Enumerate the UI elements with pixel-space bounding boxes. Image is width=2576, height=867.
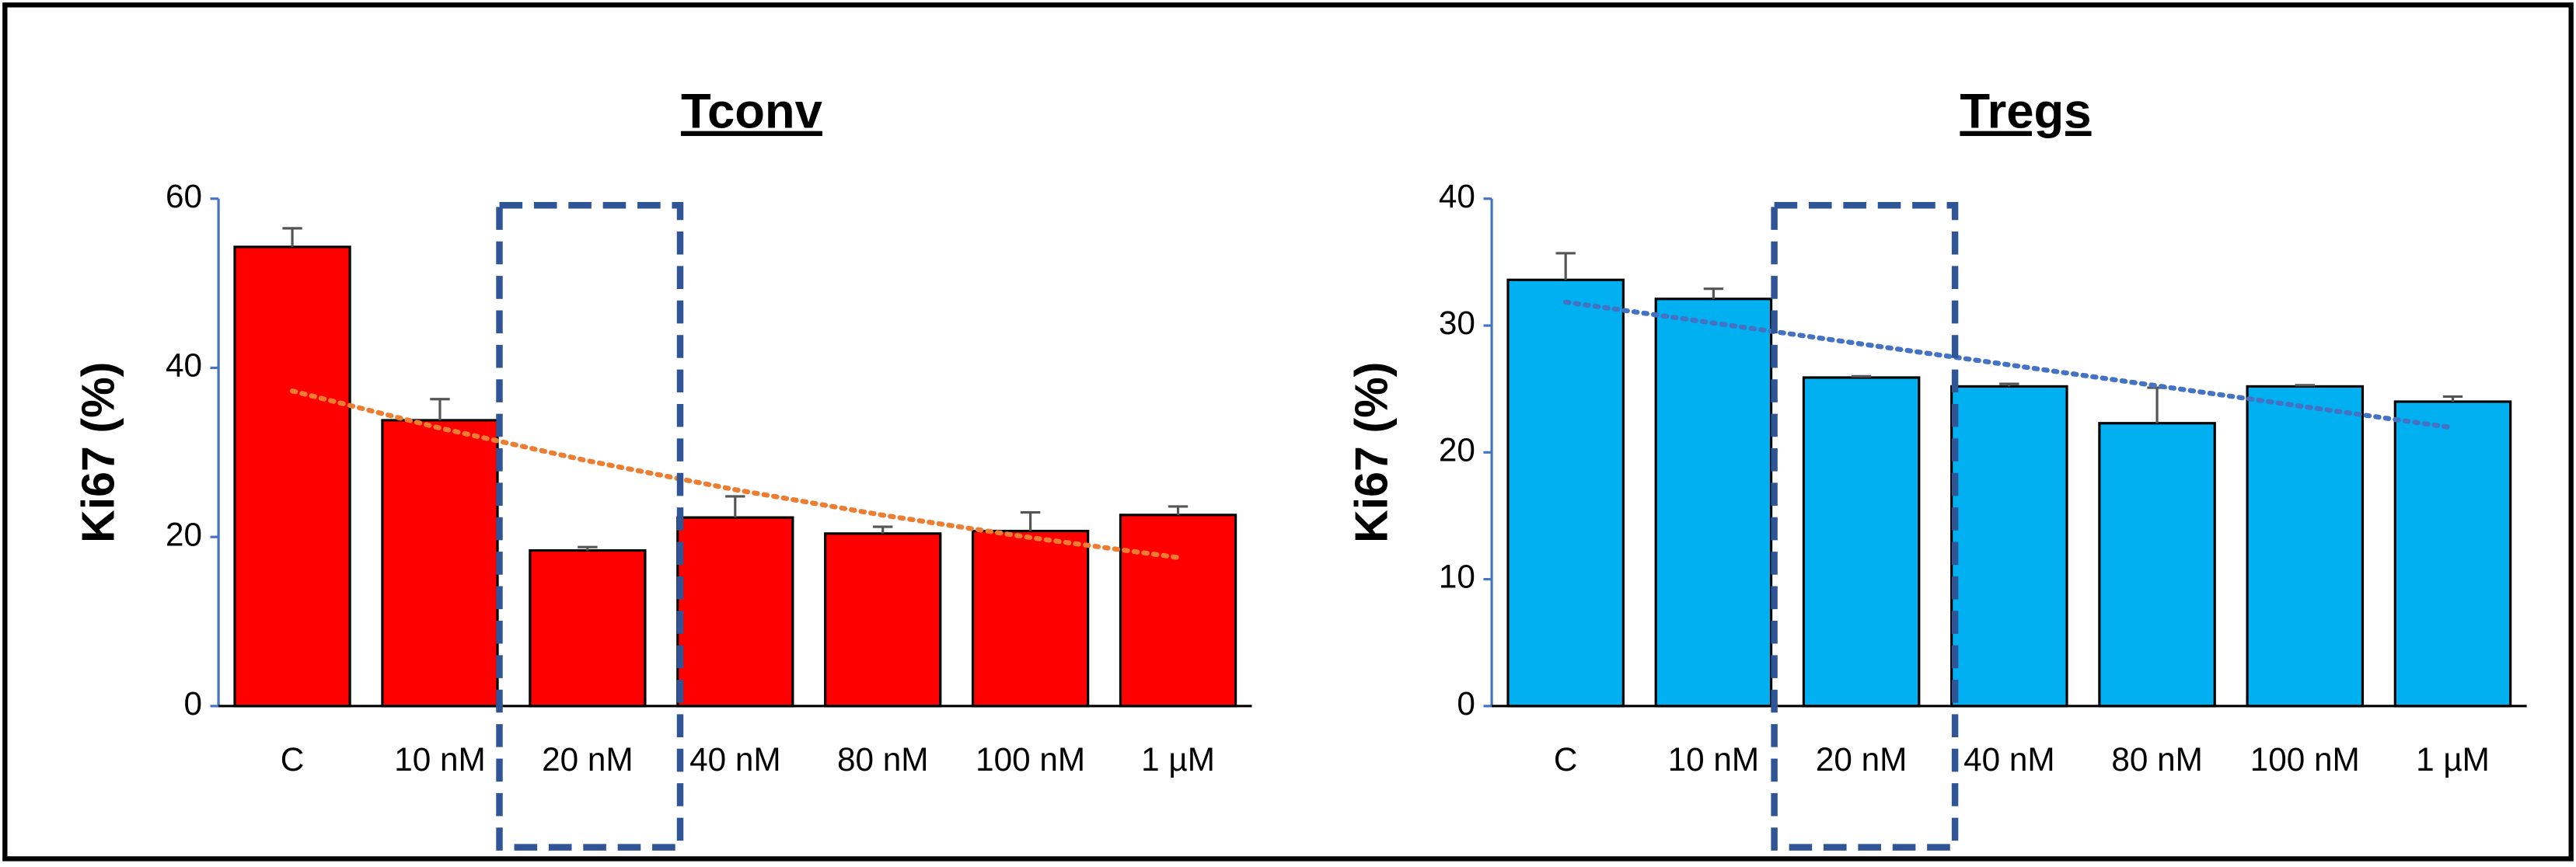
chart-title: Tregs bbox=[1960, 85, 2091, 139]
chart-title: Tconv bbox=[681, 85, 822, 139]
bar bbox=[233, 245, 351, 708]
bar bbox=[2393, 400, 2512, 708]
bar bbox=[381, 419, 499, 708]
x-tick-label: C bbox=[281, 741, 305, 778]
y-tick-label: 40 bbox=[166, 347, 202, 384]
bar bbox=[971, 529, 1090, 708]
error-bar bbox=[2295, 384, 2315, 387]
bar bbox=[529, 548, 647, 708]
x-tick-label: 40 nM bbox=[1963, 741, 2054, 778]
error-bar bbox=[873, 525, 893, 534]
y-tick-label: 60 bbox=[166, 178, 202, 214]
error-bar bbox=[282, 227, 302, 247]
y-tick-label: 20 bbox=[1439, 431, 1475, 468]
bar bbox=[1654, 298, 1773, 708]
error-bar bbox=[2442, 395, 2463, 402]
x-tick-label: 20 nM bbox=[542, 741, 633, 778]
x-tick-label: 100 nM bbox=[976, 741, 1085, 778]
y-tick-label: 20 bbox=[166, 516, 202, 552]
x-tick-label: 20 nM bbox=[1816, 741, 1907, 778]
highlight-box bbox=[496, 201, 684, 851]
bar bbox=[2098, 422, 2216, 708]
trendline bbox=[289, 388, 1181, 560]
trendline bbox=[1563, 299, 2456, 430]
x-tick-label: C bbox=[1554, 741, 1578, 778]
highlight-box bbox=[1771, 201, 1959, 851]
y-tick-label: 30 bbox=[1439, 305, 1475, 341]
x-tick-label: 1 µM bbox=[1141, 741, 1215, 778]
error-bar bbox=[1555, 252, 1576, 280]
bar bbox=[2246, 385, 2365, 708]
y-axis-label: Ki67 (%) bbox=[72, 362, 124, 543]
y-tick-label: 10 bbox=[1439, 559, 1475, 595]
error-bar bbox=[725, 495, 745, 518]
error-bar bbox=[430, 398, 450, 420]
x-tick-label: 40 nM bbox=[689, 741, 780, 778]
y-tick-label: 40 bbox=[1439, 178, 1475, 214]
y-axis-label: Ki67 (%) bbox=[1346, 362, 1398, 543]
error-bar bbox=[1851, 374, 1872, 378]
error-bar bbox=[1703, 287, 1724, 299]
y-tick-label: 0 bbox=[183, 685, 202, 722]
bar bbox=[1802, 376, 1921, 708]
bar bbox=[1506, 278, 1625, 708]
error-bar bbox=[1020, 511, 1041, 531]
bar bbox=[824, 532, 942, 708]
x-tick-label: 80 nM bbox=[837, 741, 928, 778]
bar bbox=[1119, 514, 1237, 708]
error-bar bbox=[1168, 505, 1189, 515]
x-tick-label: 10 nM bbox=[1668, 741, 1759, 778]
error-bar bbox=[1999, 382, 2019, 387]
x-tick-label: 80 nM bbox=[2111, 741, 2202, 778]
y-tick-label: 0 bbox=[1457, 685, 1475, 722]
x-tick-label: 10 nM bbox=[394, 741, 485, 778]
x-tick-label: 1 µM bbox=[2416, 741, 2490, 778]
bar bbox=[676, 516, 794, 708]
x-tick-label: 100 nM bbox=[2250, 741, 2360, 778]
error-bar bbox=[578, 545, 598, 551]
bar bbox=[1950, 385, 2068, 708]
